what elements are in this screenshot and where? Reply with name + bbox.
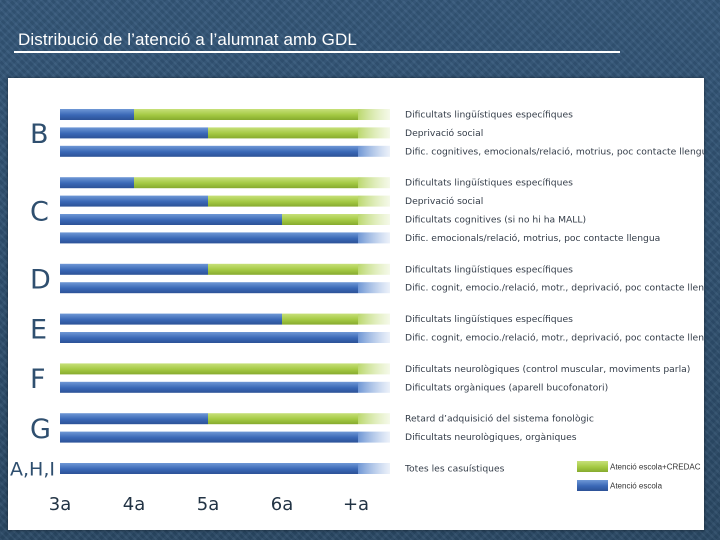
bar-school-6-0 — [60, 463, 358, 474]
category-label-1-3: Dific. emocionals/relació, motrius, poc … — [405, 233, 660, 244]
category-label-1-1: Deprivació social — [405, 196, 483, 207]
bar-school-5-1 — [60, 431, 358, 443]
grade-label-g: G — [30, 414, 51, 445]
bar-tail-1-0 — [358, 177, 390, 189]
bar-school-3-0 — [60, 313, 282, 325]
bar-tail-2-1 — [358, 282, 390, 294]
x-tick-label-3: 6a — [271, 494, 293, 515]
x-tick-label-2: 5a — [197, 494, 219, 515]
bar-credac-0-0 — [134, 109, 358, 120]
bar-school-3-1 — [60, 332, 358, 343]
category-label-0-2: Dific. cognitives, emocionals/relació, m… — [405, 146, 704, 157]
category-label-2-0: Dificultats lingüístiques específiques — [405, 264, 573, 275]
grade-label-ahi: A,H,I — [10, 459, 55, 481]
bar-tail-4-0 — [358, 363, 390, 375]
bar-tail-5-1 — [358, 431, 390, 443]
bar-school-4-1 — [60, 381, 358, 393]
legend-swatch-school — [577, 480, 608, 491]
legend-swatch-credac — [577, 461, 608, 472]
bar-school-0-1 — [60, 127, 208, 139]
category-label-1-2: Dificultats cognitives (si no hi ha MALL… — [405, 215, 586, 226]
category-label-6-0: Totes les casuístiques — [404, 464, 505, 475]
bar-school-2-0 — [60, 263, 208, 275]
bar-tail-6-0 — [358, 463, 390, 474]
slide-title: Distribució de l’atenció a l’alumnat amb… — [18, 30, 357, 49]
bar-school-1-1 — [60, 195, 208, 207]
bar-credac-1-1 — [208, 195, 358, 207]
grade-label-c: C — [30, 196, 49, 227]
bar-tail-3-0 — [358, 313, 390, 325]
category-label-5-1: Dificultats neurològiques, orgàniques — [405, 432, 577, 443]
bar-tail-1-2 — [358, 214, 390, 225]
grade-label-d: D — [30, 265, 51, 296]
title-underline — [14, 51, 620, 53]
x-tick-label-1: 4a — [123, 494, 145, 515]
grade-label-e: E — [30, 314, 47, 345]
bar-tail-0-0 — [358, 109, 390, 120]
bar-school-0-2 — [60, 145, 358, 157]
legend-label-0: Atenció escola+CREDAC — [610, 463, 701, 472]
bar-tail-2-0 — [358, 263, 390, 275]
bar-tail-4-1 — [358, 381, 390, 393]
bar-credac-3-0 — [282, 313, 358, 325]
bar-tail-0-2 — [358, 145, 390, 157]
category-label-0-1: Deprivació social — [405, 128, 483, 139]
bar-tail-3-1 — [358, 332, 390, 343]
bar-tail-1-3 — [358, 232, 390, 244]
x-tick-label-4: +a — [343, 494, 369, 515]
category-label-1-0: Dificultats lingüístiques específiques — [405, 178, 573, 189]
bar-school-5-0 — [60, 413, 208, 425]
bar-school-1-3 — [60, 232, 358, 244]
bar-credac-0-1 — [208, 127, 358, 139]
bar-tail-5-0 — [358, 413, 390, 425]
bar-school-1-2 — [60, 214, 282, 225]
chart-panel: B C D E F G A,H,I Dificultats lingüístiques es… — [8, 78, 704, 530]
bar-credac-5-0 — [208, 413, 358, 425]
grade-label-b: B — [30, 119, 49, 150]
bar-credac-1-0 — [134, 177, 358, 189]
bar-school-0-0 — [60, 109, 134, 120]
legend-label-1: Atenció escola — [610, 482, 663, 491]
bar-tail-1-1 — [358, 195, 390, 207]
category-label-5-0: Retard d’adquisició del sistema fonològi… — [405, 414, 594, 425]
bar-credac-2-0 — [208, 263, 358, 275]
bar-school-2-1 — [60, 282, 358, 294]
category-label-4-1: Dificultats orgàniques (aparell bucofona… — [405, 382, 608, 393]
category-label-4-0: Dificultats neurològiques (control muscu… — [405, 364, 690, 375]
bar-credac-1-2 — [282, 214, 358, 225]
bar-credac-4-0 — [60, 363, 358, 375]
x-tick-label-0: 3a — [49, 494, 71, 515]
category-label-3-1: Dific. cognit, emocio./relació, motr., d… — [405, 333, 704, 344]
grade-label-f: F — [30, 364, 46, 395]
category-label-2-1: Dific. cognit, emocio./relació, motr., d… — [405, 283, 704, 294]
bar-school-1-0 — [60, 177, 134, 189]
category-label-0-0: Dificultats lingüístiques específiques — [405, 110, 573, 121]
bar-tail-0-1 — [358, 127, 390, 139]
category-label-3-0: Dificultats lingüístiques específiques — [405, 314, 573, 325]
